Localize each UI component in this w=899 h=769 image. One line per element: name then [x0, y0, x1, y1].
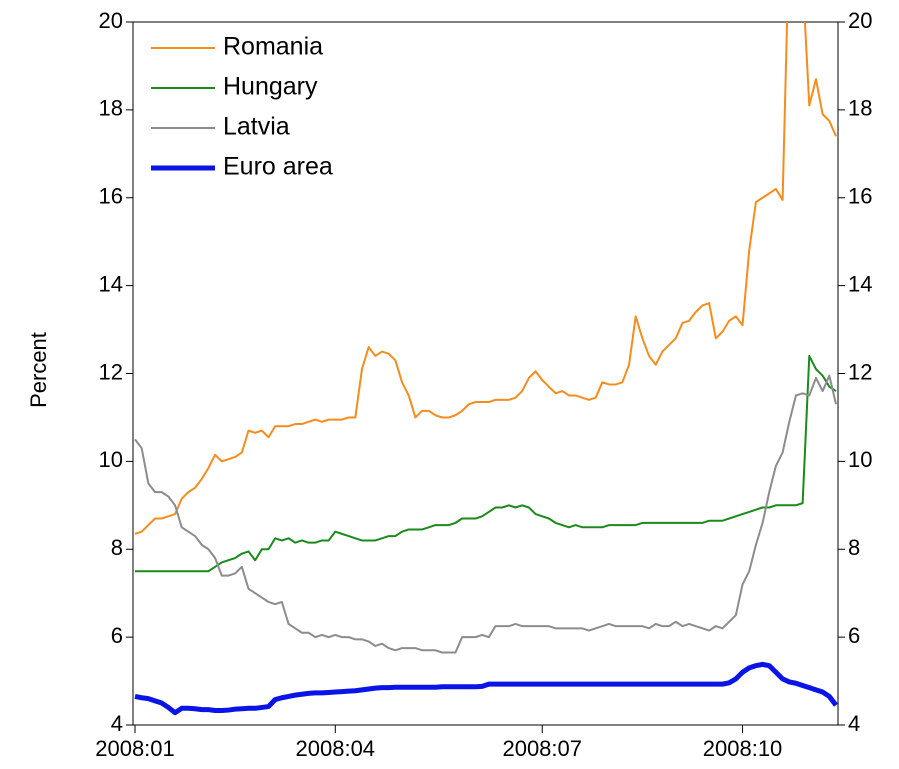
y2-tick-label: 16: [848, 184, 872, 209]
y-tick-label: 12: [99, 359, 123, 384]
x-tick-label: 2008:04: [296, 736, 376, 761]
y2-tick-label: 14: [848, 271, 872, 296]
y2-tick-label: 20: [848, 8, 872, 33]
y2-tick-label: 18: [848, 96, 872, 121]
legend-label: Romania: [223, 33, 323, 61]
y-tick-label: 16: [99, 184, 123, 209]
y2-tick-label: 6: [848, 623, 860, 648]
series-line: [134, 661, 838, 716]
y-tick-label: 6: [111, 623, 123, 648]
series-line: [134, 374, 837, 654]
y-tick-label: 14: [99, 271, 123, 296]
y-tick-label: 18: [99, 96, 123, 121]
x-tick-label: 2008:01: [95, 736, 175, 761]
y2-tick-label: 12: [848, 359, 872, 384]
y-tick-label: 20: [99, 8, 123, 33]
y-tick-label: 10: [99, 447, 123, 472]
legend-label: Hungary: [223, 73, 318, 101]
y2-tick-label: 10: [848, 447, 872, 472]
x-tick-label: 2008:07: [502, 736, 582, 761]
legend-label: Euro area: [223, 153, 333, 181]
y-tick-label: 8: [111, 535, 123, 560]
y2-tick-label: 4: [848, 711, 860, 736]
series-line: [135, 354, 837, 573]
legend-label: Latvia: [223, 113, 290, 141]
y-tick-label: 4: [111, 711, 123, 736]
y-axis-label: Percent: [26, 332, 51, 408]
plot-area: [134, 22, 838, 716]
x-tick-label: 2008:10: [703, 736, 783, 761]
series-line: [134, 22, 837, 535]
y2-tick-label: 8: [848, 535, 860, 560]
